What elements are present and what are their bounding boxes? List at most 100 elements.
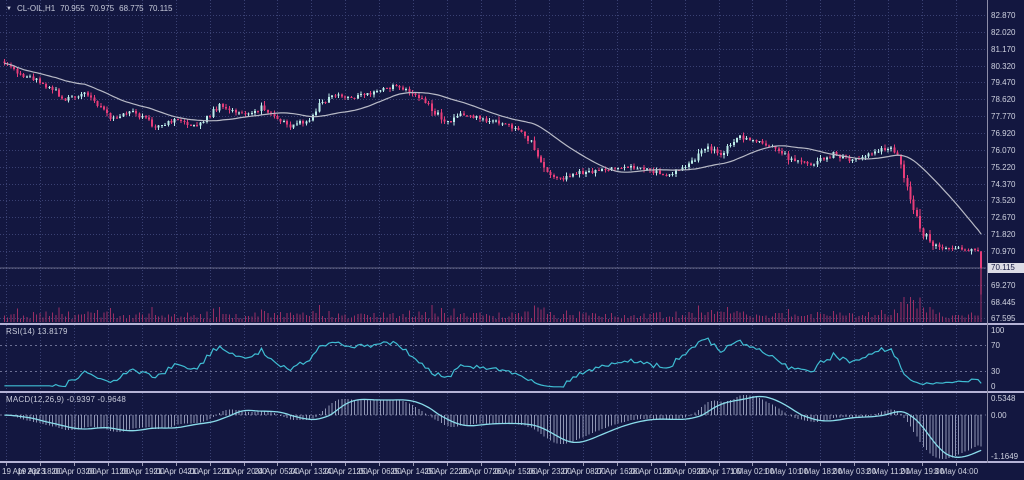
time-axis-tickmark bbox=[752, 463, 753, 466]
macd-scale-label: -1.1649 bbox=[991, 452, 1019, 461]
time-axis-tickmark bbox=[244, 463, 245, 466]
price-axis-line bbox=[987, 0, 988, 463]
rsi-scale-label: 30 bbox=[991, 367, 1000, 376]
price-tick-label: 81.170 bbox=[991, 45, 1016, 54]
time-axis-tickmark bbox=[277, 463, 278, 466]
time-axis-tickmark bbox=[651, 463, 652, 466]
macd-indicator-canvas[interactable] bbox=[0, 393, 986, 461]
time-tick-label: 27 Apr 16:00 bbox=[594, 467, 640, 476]
pane-separator-main-rsi[interactable] bbox=[0, 323, 1024, 325]
rsi-indicator-canvas[interactable] bbox=[0, 325, 986, 391]
rsi-scale-label: 70 bbox=[991, 341, 1000, 350]
time-axis-tickmark bbox=[379, 463, 380, 466]
price-tick-label: 82.870 bbox=[991, 11, 1016, 20]
price-tick-label: 82.020 bbox=[991, 28, 1016, 37]
time-axis-tickmark bbox=[345, 463, 346, 466]
time-tick-label: 21 Apr 20:00 bbox=[221, 467, 267, 476]
time-axis-tickmark bbox=[40, 463, 41, 466]
ohlc-low-value: 68.775 bbox=[119, 4, 144, 13]
time-tick-label: 1 May 02:00 bbox=[729, 467, 775, 476]
main-price-chart-canvas[interactable] bbox=[0, 0, 986, 323]
price-tick-label: 75.220 bbox=[991, 163, 1016, 172]
time-axis-tickmark bbox=[413, 463, 414, 466]
time-axis-tickmark bbox=[311, 463, 312, 466]
time-axis-tickmark bbox=[786, 463, 787, 466]
ohlc-high-value: 70.975 bbox=[89, 4, 115, 13]
price-tick-label: 79.470 bbox=[991, 78, 1016, 87]
time-tick-label: 3 May 04:00 bbox=[933, 467, 979, 476]
time-tick-label: 2 May 11:00 bbox=[866, 467, 910, 476]
price-tick-label: 71.820 bbox=[991, 230, 1016, 239]
time-tick-label: 2 May 03:00 bbox=[831, 467, 877, 476]
price-tick-label: 74.370 bbox=[991, 180, 1016, 189]
price-tick-label: 76.920 bbox=[991, 129, 1016, 138]
symbol-label: CL-OIL,H1 bbox=[16, 4, 56, 13]
time-axis-tickmark bbox=[6, 463, 7, 466]
time-tick-label: 1 May 18:00 bbox=[797, 467, 843, 476]
time-tick-label: 2 May 19:00 bbox=[899, 467, 945, 476]
time-axis-tickmark bbox=[481, 463, 482, 466]
time-axis-tickmark bbox=[583, 463, 584, 466]
time-tick-label: 26 Apr 07:00 bbox=[458, 467, 504, 476]
chart-title-bar: ▼ CL-OIL,H1 70.955 70.975 68.775 70.115 bbox=[6, 4, 172, 13]
chart-symbol-marker-icon: ▼ bbox=[6, 5, 12, 12]
rsi-scale-label: 0 bbox=[991, 382, 996, 391]
price-tick-label: 69.270 bbox=[991, 281, 1016, 290]
price-tick-label: 77.770 bbox=[991, 112, 1016, 121]
pane-separator-rsi-macd[interactable] bbox=[0, 391, 1024, 393]
time-tick-label: 19 Apr 2023 bbox=[2, 467, 46, 476]
time-tick-label: 1 May 10:00 bbox=[763, 467, 809, 476]
time-axis-tickmark bbox=[74, 463, 75, 466]
price-tick-label: 80.320 bbox=[991, 62, 1016, 71]
ohlc-open-value: 70.955 bbox=[60, 4, 85, 13]
time-tick-label: 20 Apr 19:00 bbox=[119, 467, 165, 476]
price-tick-label: 72.670 bbox=[991, 213, 1016, 222]
rsi-pane-label: RSI(14) 13.8179 bbox=[6, 327, 68, 336]
time-tick-label: 28 Apr 17:00 bbox=[696, 467, 742, 476]
time-tick-label: 28 Apr 09:00 bbox=[662, 467, 708, 476]
rsi-scale-label: 100 bbox=[991, 326, 1005, 335]
time-tick-label: 24 Apr 21:00 bbox=[322, 467, 368, 476]
ohlc-close-value: 70.115 bbox=[148, 4, 173, 13]
price-tick-label: 67.595 bbox=[991, 314, 1016, 323]
time-axis-tickmark bbox=[922, 463, 923, 466]
time-tick-label: 25 Apr 22:00 bbox=[424, 467, 470, 476]
time-axis-tickmark bbox=[956, 463, 957, 466]
time-axis-tickmark bbox=[820, 463, 821, 466]
price-tick-label: 73.520 bbox=[991, 196, 1016, 205]
macd-scale-label: 0.5348 bbox=[991, 394, 1016, 403]
price-tick-label: 76.070 bbox=[991, 146, 1016, 155]
time-tick-label: 24 Apr 13:00 bbox=[288, 467, 334, 476]
time-tick-label: 21 Apr 12:00 bbox=[187, 467, 233, 476]
time-tick-label: 20 Apr 11:00 bbox=[85, 467, 131, 476]
time-tick-label: 26 Apr 15:00 bbox=[492, 467, 538, 476]
time-axis-tickmark bbox=[888, 463, 889, 466]
time-axis-tickmark bbox=[142, 463, 143, 466]
macd-pane-label: MACD(12,26,9) -0.9397 -0.9648 bbox=[6, 395, 127, 404]
time-axis-tickmark bbox=[719, 463, 720, 466]
time-axis-tickmark bbox=[176, 463, 177, 466]
time-axis-tickmark bbox=[515, 463, 516, 466]
time-tick-label: 21 Apr 04:00 bbox=[153, 467, 199, 476]
current-price-tag: 70.115 bbox=[988, 263, 1024, 273]
time-tick-label: 25 Apr 14:00 bbox=[390, 467, 436, 476]
price-tick-label: 78.620 bbox=[991, 95, 1016, 104]
time-tick-label: 25 Apr 06:00 bbox=[356, 467, 402, 476]
time-axis-tickmark bbox=[108, 463, 109, 466]
price-tick-label: 68.445 bbox=[991, 298, 1016, 307]
time-tick-label: 26 Apr 23:00 bbox=[526, 467, 572, 476]
time-tick-label: 20 Apr 03:00 bbox=[51, 467, 97, 476]
macd-scale-label: 0.00 bbox=[991, 411, 1007, 420]
time-tick-label: 24 Apr 05:00 bbox=[254, 467, 300, 476]
time-axis-tickmark bbox=[854, 463, 855, 466]
time-axis-tickmark bbox=[617, 463, 618, 466]
pane-separator-macd-timeaxis[interactable] bbox=[0, 461, 1024, 463]
time-axis-tickmark bbox=[549, 463, 550, 466]
price-tick-label: 70.970 bbox=[991, 247, 1016, 256]
time-tick-label: 27 Apr 08:00 bbox=[560, 467, 606, 476]
time-axis-tickmark bbox=[447, 463, 448, 466]
time-axis-tickmark bbox=[685, 463, 686, 466]
time-axis-tickmark bbox=[210, 463, 211, 466]
time-tick-label: 28 Apr 01:00 bbox=[628, 467, 674, 476]
